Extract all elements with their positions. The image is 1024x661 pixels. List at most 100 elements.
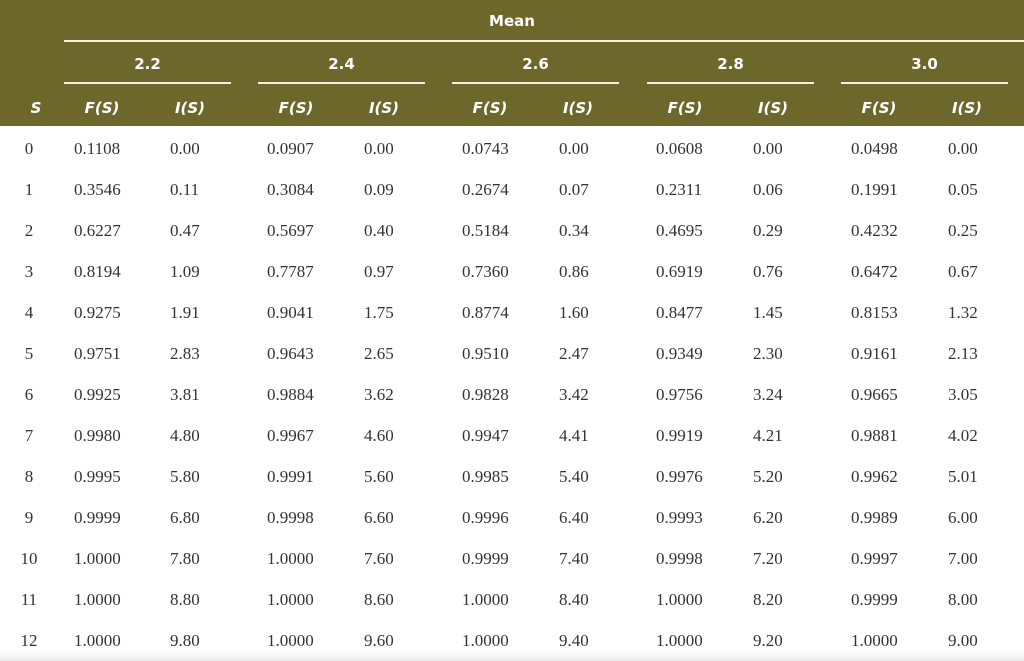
cell-i: 0.76: [753, 262, 783, 281]
cell-f: 0.8153: [851, 303, 898, 322]
column-header-f: F(S): [667, 99, 703, 117]
group-underline: [647, 82, 814, 84]
cell-f: 1.0000: [267, 590, 314, 609]
column-header-f: F(S): [278, 99, 314, 117]
group-underline: [841, 82, 1008, 84]
cell-i: 1.60: [559, 303, 589, 322]
cell-i: 5.40: [559, 467, 589, 486]
cell-i: 6.60: [364, 508, 394, 527]
cell-i: 1.32: [948, 303, 978, 322]
cell-f: 0.7787: [267, 262, 314, 281]
cell-s: 0: [24, 139, 34, 158]
cell-i: 7.40: [559, 549, 589, 568]
mean-super-header: Mean: [489, 12, 535, 30]
cell-i: 8.80: [170, 590, 200, 609]
cell-i: 1.09: [170, 262, 200, 281]
cell-f: 1.0000: [267, 549, 314, 568]
column-header-s: S: [30, 99, 42, 117]
cell-s: 9: [24, 508, 34, 527]
cell-f: 0.2674: [462, 180, 509, 199]
cell-f: 0.9947: [462, 426, 509, 445]
cell-i: 1.45: [753, 303, 783, 322]
cell-f: 0.9919: [656, 426, 703, 445]
cell-s: 10: [20, 549, 38, 568]
mean-group-label: 2.4: [328, 55, 355, 73]
cell-f: 1.0000: [851, 631, 898, 650]
cell-i: 3.81: [170, 385, 200, 404]
cell-f: 0.9828: [462, 385, 509, 404]
cell-s: 4: [24, 303, 34, 322]
cell-f: 0.4695: [656, 221, 703, 240]
cell-f: 1.0000: [267, 631, 314, 650]
cell-i: 6.00: [948, 508, 978, 527]
cell-f: 0.9756: [656, 385, 703, 404]
table-header: Mean S 2.2 F(S) I(S) 2.4 F(S) I(S) 2.6 F(S) I(S) 2…: [0, 0, 1024, 126]
cell-i: 9.00: [948, 631, 978, 650]
cell-i: 5.80: [170, 467, 200, 486]
cell-f: 0.9976: [656, 467, 703, 486]
column-header-i: I(S): [757, 99, 789, 117]
cell-i: 0.00: [170, 139, 200, 158]
cell-i: 0.86: [559, 262, 589, 281]
cell-f: 0.9991: [267, 467, 314, 486]
cell-s: 6: [24, 385, 34, 404]
cell-f: 0.9997: [851, 549, 898, 568]
group-underline: [258, 82, 425, 84]
cell-f: 0.6472: [851, 262, 898, 281]
cell-i: 3.42: [559, 385, 589, 404]
group-underline: [64, 82, 231, 84]
cell-i: 9.80: [170, 631, 200, 650]
cell-f: 0.9665: [851, 385, 898, 404]
cell-f: 0.9999: [462, 549, 509, 568]
cell-i: 0.00: [948, 139, 978, 158]
cell-i: 9.40: [559, 631, 589, 650]
cell-i: 7.60: [364, 549, 394, 568]
cell-i: 8.60: [364, 590, 394, 609]
cell-i: 2.47: [559, 344, 589, 363]
cell-s: 1: [24, 180, 34, 199]
cell-i: 0.67: [948, 262, 978, 281]
cell-i: 0.97: [364, 262, 394, 281]
cell-f: 0.5697: [267, 221, 314, 240]
cell-s: 2: [24, 221, 34, 240]
column-header-i: I(S): [562, 99, 594, 117]
mean-group-label: 2.8: [717, 55, 744, 73]
mean-group-label: 2.6: [522, 55, 549, 73]
cell-f: 0.9967: [267, 426, 314, 445]
cell-f: 0.1991: [851, 180, 898, 199]
cell-f: 0.8774: [462, 303, 509, 322]
cell-i: 0.40: [364, 221, 394, 240]
cell-i: 6.20: [753, 508, 783, 527]
cell-f: 1.0000: [462, 631, 509, 650]
cell-f: 0.8194: [74, 262, 121, 281]
cell-i: 1.91: [170, 303, 200, 322]
cell-f: 0.9999: [851, 590, 898, 609]
column-header-f: F(S): [472, 99, 508, 117]
column-header-i: I(S): [951, 99, 983, 117]
cell-f: 0.6919: [656, 262, 703, 281]
cell-i: 7.20: [753, 549, 783, 568]
cell-i: 6.80: [170, 508, 200, 527]
column-header-f: F(S): [84, 99, 120, 117]
cell-f: 0.9996: [462, 508, 509, 527]
cell-f: 0.9925: [74, 385, 121, 404]
cell-f: 0.9993: [656, 508, 703, 527]
cell-f: 0.9962: [851, 467, 898, 486]
cell-i: 5.60: [364, 467, 394, 486]
cell-i: 1.75: [364, 303, 394, 322]
cell-i: 4.21: [753, 426, 783, 445]
cell-f: 0.3546: [74, 180, 121, 199]
cell-f: 0.7360: [462, 262, 509, 281]
cell-f: 0.0743: [462, 139, 509, 158]
cell-i: 0.25: [948, 221, 978, 240]
header-divider: [64, 40, 1024, 42]
column-header-i: I(S): [174, 99, 206, 117]
cell-i: 0.06: [753, 180, 783, 199]
cell-f: 0.9985: [462, 467, 509, 486]
cell-i: 0.34: [559, 221, 589, 240]
cell-s: 3: [24, 262, 34, 281]
cell-f: 0.8477: [656, 303, 703, 322]
cell-i: 7.80: [170, 549, 200, 568]
cell-f: 0.9884: [267, 385, 314, 404]
cell-i: 0.05: [948, 180, 978, 199]
